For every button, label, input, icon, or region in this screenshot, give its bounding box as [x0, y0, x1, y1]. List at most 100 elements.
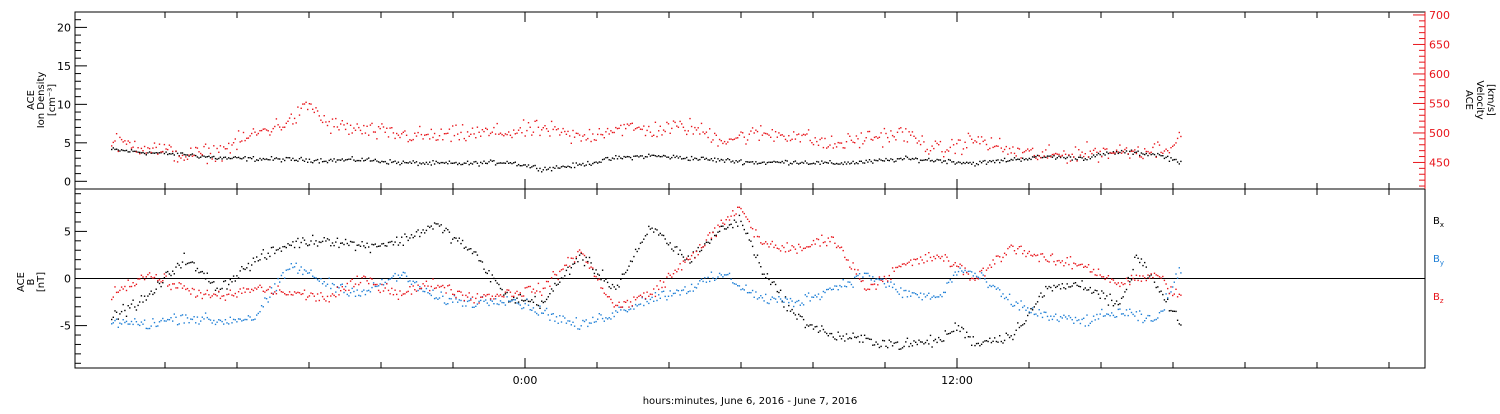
bz-point	[1081, 263, 1083, 265]
by-point	[560, 321, 563, 323]
bx-point	[1101, 290, 1103, 292]
bx-point	[756, 254, 759, 256]
by-point	[330, 287, 332, 290]
bz-point	[1079, 263, 1082, 266]
velocity-point	[307, 108, 309, 111]
velocity-point	[746, 139, 749, 141]
density-point	[756, 163, 759, 165]
bx-point	[643, 238, 645, 240]
by-point	[1170, 291, 1172, 293]
bz-point	[516, 290, 518, 293]
bx-point	[565, 269, 568, 272]
density-point	[639, 155, 642, 157]
by-point	[559, 315, 561, 317]
density-point	[1063, 156, 1065, 159]
velocity-point	[822, 146, 825, 149]
bx-point	[244, 268, 246, 271]
by-point	[707, 276, 709, 279]
bz-point	[1144, 277, 1146, 279]
bz-point	[587, 262, 589, 264]
bx-point	[506, 291, 508, 294]
by-point	[120, 323, 123, 325]
velocity-point	[674, 121, 676, 124]
bx-point	[939, 339, 942, 341]
bx-point	[249, 269, 251, 272]
bz-point	[1018, 246, 1021, 248]
bz-point	[633, 296, 635, 298]
density-point	[506, 160, 508, 163]
velocity-point	[1055, 152, 1057, 155]
bx-point	[707, 241, 709, 244]
by-point	[203, 318, 205, 320]
velocity-point	[132, 146, 134, 148]
density-point	[183, 153, 185, 156]
by-point	[796, 300, 798, 303]
density-point	[1152, 153, 1154, 155]
velocity-point	[392, 132, 395, 134]
velocity-point	[1012, 146, 1014, 148]
by-point	[274, 283, 276, 285]
bx-point	[1063, 287, 1065, 289]
bz-point	[274, 291, 276, 293]
velocity-point	[468, 135, 470, 137]
velocity-point	[888, 141, 890, 143]
density-point	[211, 156, 213, 158]
bz-point	[804, 247, 806, 249]
bz-point	[690, 254, 693, 257]
density-point	[213, 155, 215, 158]
density-point	[982, 160, 984, 162]
bx-point	[562, 277, 564, 280]
density-point	[796, 162, 798, 164]
velocity-point	[895, 139, 897, 141]
velocity-point	[781, 134, 783, 136]
density-point	[806, 162, 808, 164]
velocity-point	[807, 129, 810, 131]
by-point	[700, 278, 703, 280]
by-point	[748, 291, 750, 294]
by-point	[427, 292, 429, 294]
velocity-point	[984, 139, 986, 141]
by-point	[868, 275, 871, 277]
velocity-point	[1119, 144, 1121, 146]
velocity-point	[771, 129, 773, 131]
density-point	[798, 163, 800, 165]
bx-point	[1000, 340, 1002, 343]
by-point	[442, 295, 444, 297]
density-point	[873, 159, 876, 161]
velocity-point	[760, 125, 762, 127]
velocity-point	[821, 137, 823, 139]
velocity-point	[320, 119, 322, 121]
velocity-point	[911, 131, 914, 133]
density-point	[1155, 155, 1157, 158]
bz-point	[1122, 283, 1124, 286]
density-point	[244, 156, 246, 158]
by-point	[257, 312, 259, 315]
density-point	[634, 155, 637, 157]
velocity-point	[471, 127, 474, 129]
bx-point	[514, 302, 516, 304]
bz-point	[1030, 254, 1032, 256]
velocity-point	[951, 138, 953, 141]
density-point	[710, 158, 713, 160]
bx-point	[422, 229, 424, 231]
bx-point	[807, 325, 810, 327]
bz-point	[1017, 248, 1019, 250]
density-point	[186, 154, 189, 156]
bx-point	[987, 340, 989, 343]
by-point	[933, 295, 935, 297]
bz-point	[674, 269, 676, 271]
velocity-point	[837, 141, 839, 144]
by-point	[743, 289, 745, 291]
velocity-point	[1099, 150, 1101, 153]
velocity-point	[458, 139, 460, 141]
by-point	[656, 299, 658, 302]
bz-point	[559, 270, 561, 273]
velocity-point	[331, 118, 334, 120]
bx-point	[135, 309, 138, 311]
bx-point	[900, 348, 902, 350]
by-point	[832, 288, 834, 290]
bz-point	[733, 214, 736, 217]
density-point	[742, 164, 744, 166]
density-point	[137, 151, 139, 153]
density-point	[745, 161, 747, 163]
